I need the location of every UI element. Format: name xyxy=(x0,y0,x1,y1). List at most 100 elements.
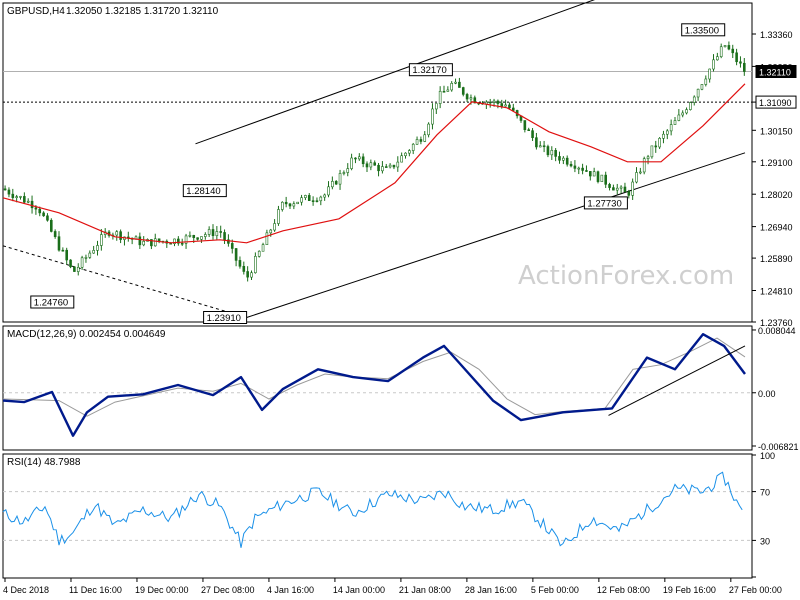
x-tick-label: 19 Feb 16:00 xyxy=(663,585,716,595)
candle-body xyxy=(115,231,119,236)
candle-body xyxy=(731,48,735,54)
candle-body xyxy=(269,229,273,234)
candle-body xyxy=(623,186,627,193)
candle-body xyxy=(30,200,34,209)
candle-body xyxy=(246,271,249,278)
candle-body xyxy=(692,96,696,103)
candle-body xyxy=(434,103,438,110)
candle-body xyxy=(581,167,584,171)
candle-body xyxy=(689,102,692,110)
candle-body xyxy=(342,172,346,174)
candle-body xyxy=(261,244,265,252)
candle-body xyxy=(3,188,7,191)
key-level-text: 1.27730 xyxy=(587,198,621,209)
x-tick-label: 14 Jan 00:00 xyxy=(333,585,385,595)
candle-body xyxy=(742,62,746,72)
candle-body xyxy=(223,232,226,241)
x-tick-label: 28 Jan 16:00 xyxy=(465,585,517,595)
candle-body xyxy=(311,200,315,202)
candle-body xyxy=(331,181,334,188)
candle-body xyxy=(242,266,246,272)
key-level-box xyxy=(30,295,75,309)
candle-body xyxy=(361,156,365,165)
candle-body xyxy=(49,219,53,232)
macd-main-line xyxy=(2,333,746,437)
key-level-label: 1.23910 xyxy=(203,311,248,324)
candle-body xyxy=(450,83,454,91)
candle-body xyxy=(488,101,492,104)
macd-panel-frame xyxy=(2,325,753,451)
candle-body xyxy=(204,234,207,237)
price-y-tick-label: 1.28020 xyxy=(760,190,793,200)
rsi-y-tick-label: 30 xyxy=(760,536,770,546)
macd-y-tick-label: 0.008044 xyxy=(758,326,796,336)
candle-body xyxy=(188,234,192,237)
candle-body xyxy=(716,56,719,61)
support-level-marker-text: 1.31090 xyxy=(759,98,792,108)
channel-lower-line xyxy=(246,152,746,318)
candle-body xyxy=(585,170,588,172)
candle-body xyxy=(554,150,557,157)
candle-body xyxy=(138,236,142,246)
candle-body xyxy=(346,168,350,173)
candle-body xyxy=(411,143,415,151)
candle-body xyxy=(300,197,303,203)
candle-body xyxy=(307,195,311,201)
candle-body xyxy=(739,61,742,64)
candle-body xyxy=(423,134,427,142)
price-layer: 1.24760 1.28140 1.23910 1.32170 1.27730 1.335… xyxy=(2,0,752,324)
candle-body xyxy=(650,145,654,158)
candle-body xyxy=(612,187,615,191)
key-level-box xyxy=(408,63,453,77)
key-level-box xyxy=(681,23,726,37)
candle-body xyxy=(150,239,153,247)
rsi-y-axis: 100 70 30 xyxy=(752,451,775,578)
candle-body xyxy=(419,139,423,142)
price-y-tick-label: 1.26940 xyxy=(760,223,793,233)
candle-body xyxy=(377,164,380,172)
candle-body xyxy=(573,165,577,169)
candle-body xyxy=(400,155,403,163)
candle-body xyxy=(69,259,72,268)
candle-body xyxy=(100,234,103,246)
candle-body xyxy=(365,163,369,168)
rsi-y-tick-label: 100 xyxy=(760,451,775,461)
candle-body xyxy=(735,52,738,63)
candle-body xyxy=(388,164,392,168)
candle-body xyxy=(665,130,669,135)
candle-body xyxy=(319,196,323,202)
candle-body xyxy=(280,201,284,210)
candle-body xyxy=(685,109,688,114)
candle-body xyxy=(542,145,546,148)
candle-body xyxy=(92,250,95,254)
candle-body xyxy=(396,161,400,168)
candle-body xyxy=(704,78,708,85)
candle-body xyxy=(696,88,700,98)
candle-body xyxy=(207,229,211,235)
candle-body xyxy=(373,162,377,166)
candle-body xyxy=(619,186,623,189)
candle-body xyxy=(381,166,384,172)
candle-body xyxy=(546,146,550,156)
candle-body xyxy=(76,266,80,272)
candle-body xyxy=(700,84,704,90)
candle-body xyxy=(88,252,92,258)
candle-body xyxy=(465,94,469,100)
candle-body xyxy=(384,166,388,168)
candle-body xyxy=(34,207,38,210)
candle-body xyxy=(42,212,45,217)
key-level-box xyxy=(203,311,248,324)
key-level-box xyxy=(182,184,227,198)
candle-body xyxy=(550,150,554,156)
candle-body xyxy=(511,107,515,111)
candle-body xyxy=(658,138,661,148)
candle-body xyxy=(19,196,22,198)
candle-body xyxy=(200,236,203,240)
candle-body xyxy=(96,245,99,251)
candle-body xyxy=(265,232,269,245)
candle-body xyxy=(635,172,638,183)
candle-body xyxy=(427,123,430,136)
key-level-label: 1.33500 xyxy=(681,23,726,37)
candle-body xyxy=(7,189,11,195)
candle-body xyxy=(292,203,296,207)
